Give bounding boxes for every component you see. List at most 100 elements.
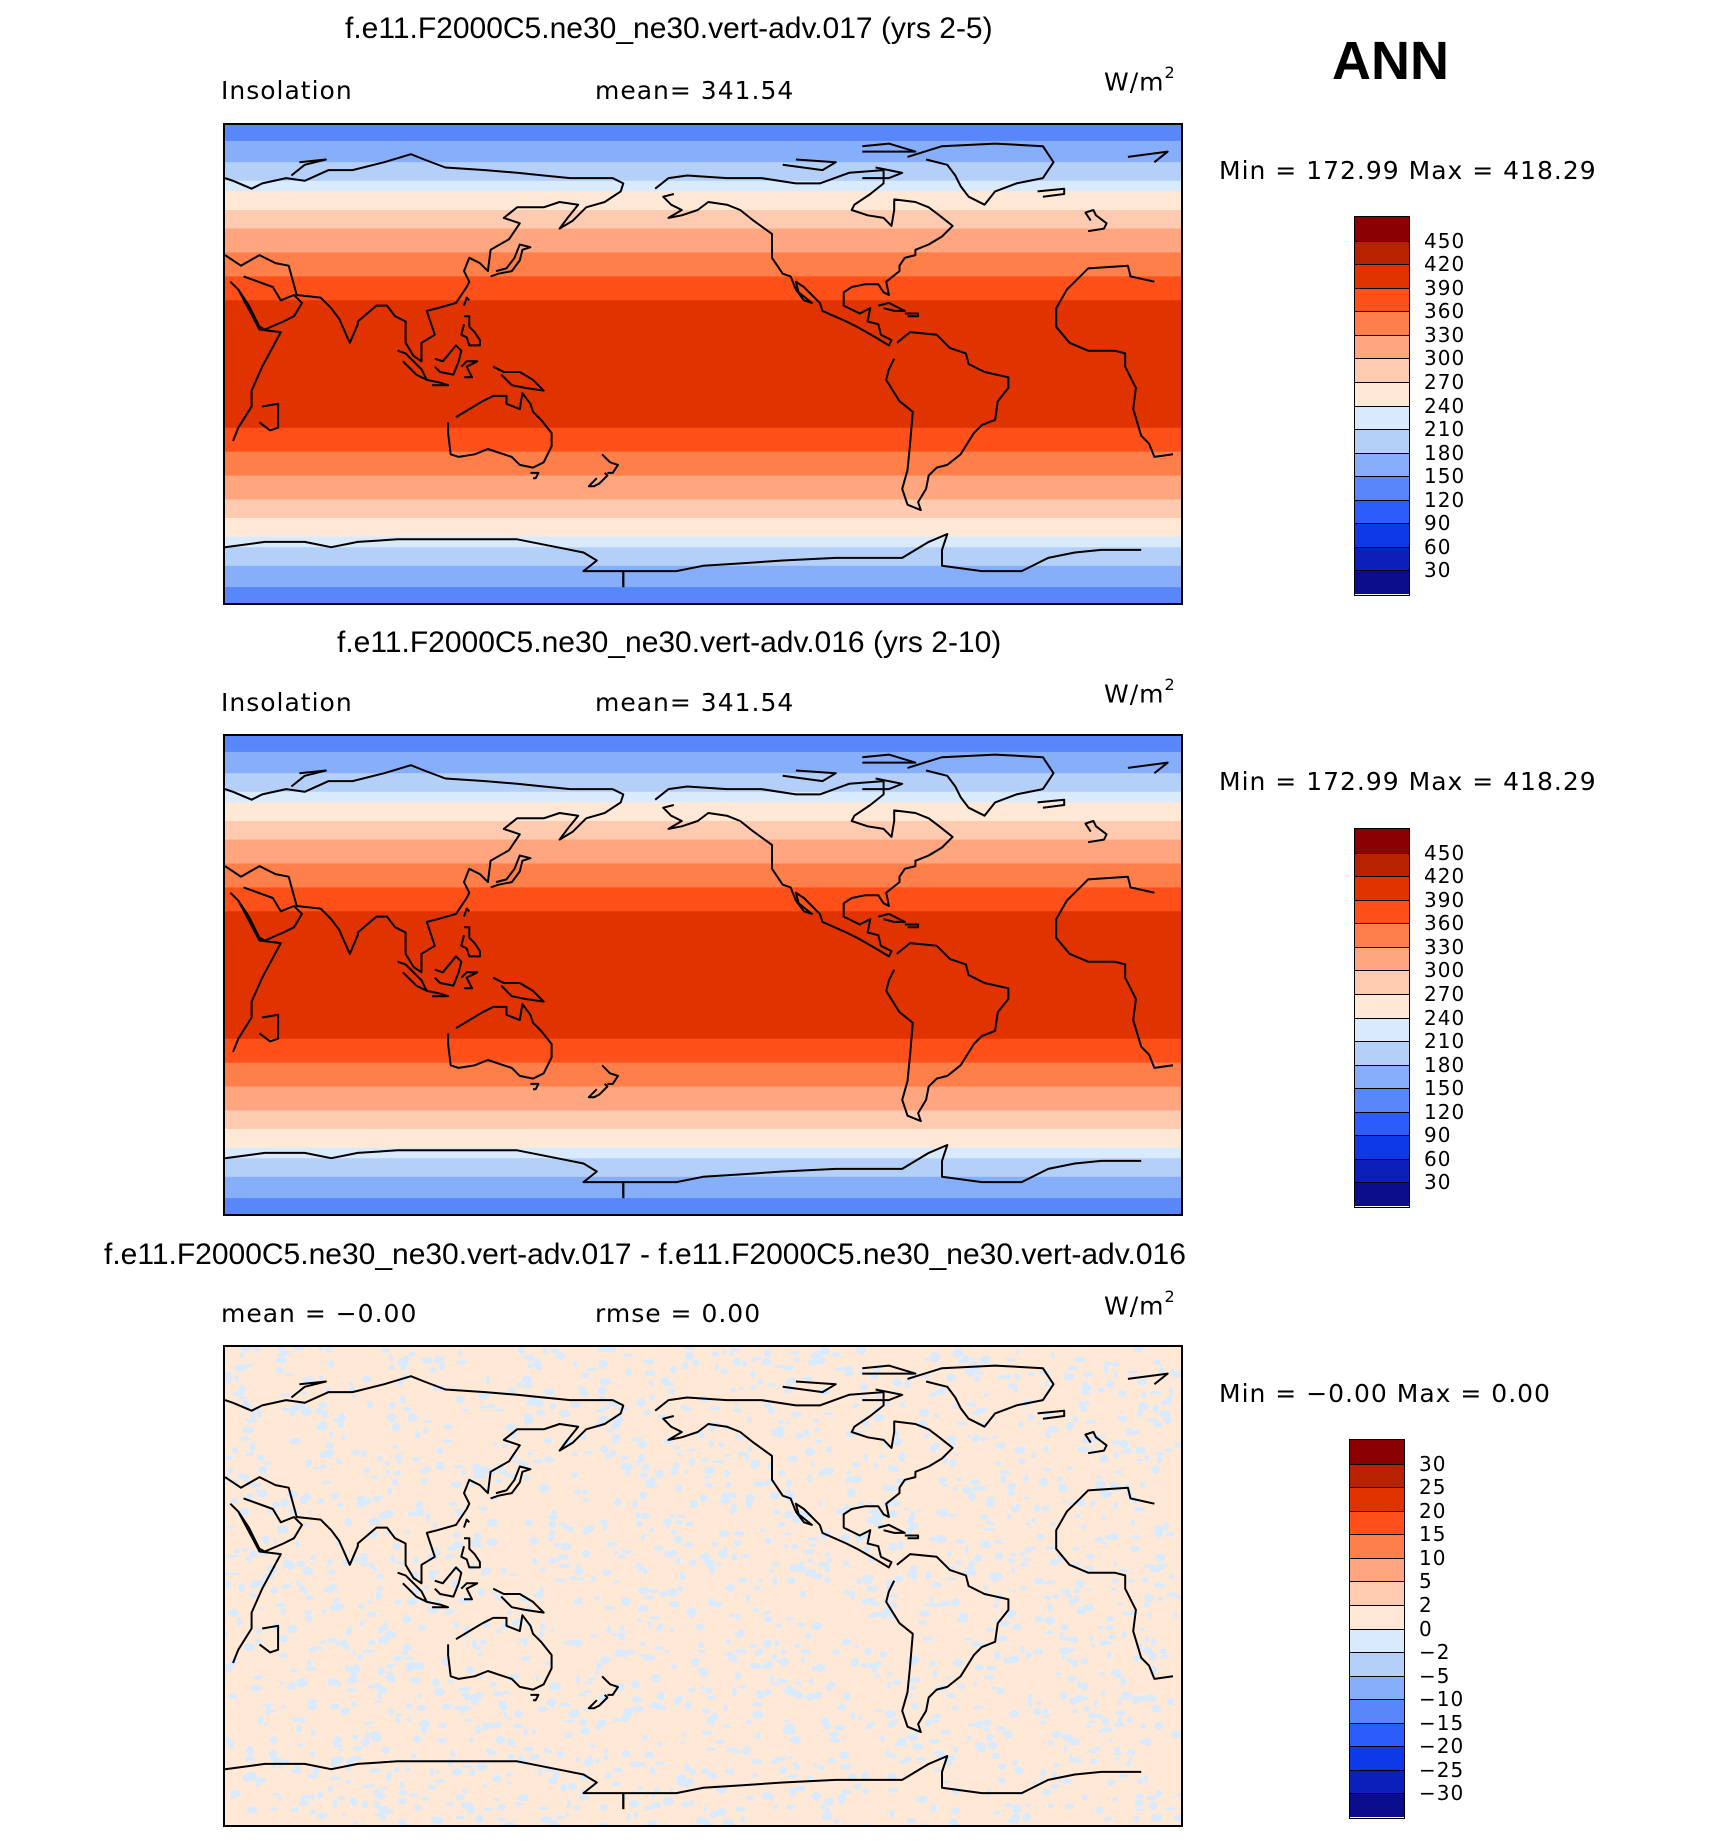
diff-speckle	[843, 1692, 851, 1702]
panel-3-minmax: Min = −0.00 Max = 0.00	[1219, 1379, 1551, 1408]
diff-speckle	[649, 1527, 655, 1533]
diff-speckle	[697, 1649, 706, 1654]
diff-speckle	[1067, 1502, 1072, 1506]
diff-speckle	[395, 1713, 402, 1717]
diff-speckle	[1045, 1430, 1051, 1439]
diff-speckle	[785, 1617, 795, 1621]
diff-speckle	[411, 1457, 421, 1462]
diff-speckle	[765, 1536, 772, 1545]
diff-speckle	[573, 1805, 581, 1810]
diff-speckle	[671, 1529, 677, 1535]
diff-speckle	[345, 1758, 354, 1766]
diff-speckle	[1030, 1546, 1037, 1550]
diff-speckle	[744, 1493, 755, 1503]
diff-speckle	[1041, 1505, 1050, 1512]
diff-speckle	[670, 1365, 677, 1374]
diff-speckle	[822, 1467, 834, 1476]
diff-speckle	[1127, 1370, 1139, 1374]
diff-speckle	[420, 1726, 428, 1734]
panel-3-units: W/m2	[1104, 1287, 1176, 1321]
diff-speckle	[790, 1735, 801, 1745]
diff-speckle	[644, 1370, 656, 1376]
diff-speckle	[318, 1347, 324, 1351]
diff-speckle	[670, 1468, 677, 1476]
diff-speckle	[308, 1751, 316, 1757]
coastline	[885, 1553, 1010, 1734]
diff-speckle	[1024, 1474, 1029, 1483]
colorbar-swatch	[1350, 1557, 1404, 1582]
panel-2-mean-label: mean= 341.54	[595, 688, 795, 717]
colorbar-label: 300	[1424, 346, 1466, 371]
diff-speckle	[495, 1408, 505, 1412]
diff-speckle	[375, 1591, 382, 1601]
diff-speckle	[1063, 1745, 1068, 1753]
diff-speckle	[502, 1470, 508, 1476]
diff-speckle	[1061, 1654, 1066, 1660]
contour-band	[225, 839, 1181, 864]
diff-speckle	[255, 1777, 267, 1784]
diff-speckle	[956, 1684, 966, 1690]
diff-speckle	[675, 1484, 683, 1492]
colorbar-label: 390	[1424, 275, 1466, 300]
contour-band	[225, 911, 1181, 1040]
diff-speckle	[859, 1395, 866, 1400]
diff-speckle	[340, 1708, 349, 1716]
diff-speckle	[1162, 1521, 1170, 1531]
diff-speckle	[1097, 1387, 1105, 1393]
panel-2-units: W/m2	[1104, 675, 1176, 709]
diff-speckle	[1005, 1358, 1017, 1362]
diff-speckle	[397, 1379, 404, 1386]
diff-speckle	[351, 1734, 359, 1740]
diff-speckle	[750, 1459, 761, 1467]
diff-speckle	[402, 1614, 412, 1624]
diff-speckle	[647, 1621, 652, 1628]
diff-speckle	[656, 1691, 666, 1701]
diff-speckle	[1025, 1651, 1032, 1659]
diff-speckle	[399, 1789, 408, 1796]
diff-speckle	[688, 1559, 697, 1567]
diff-speckle	[590, 1575, 597, 1582]
diff-speckle	[385, 1460, 390, 1467]
diff-speckle	[872, 1709, 884, 1713]
diff-speckle	[794, 1432, 804, 1439]
contour-band	[225, 1062, 1181, 1088]
diff-speckle	[757, 1378, 763, 1386]
diff-speckle	[433, 1546, 438, 1552]
diff-speckle	[232, 1392, 244, 1397]
diff-speckle	[662, 1796, 674, 1806]
diff-speckle	[352, 1650, 356, 1657]
diff-speckle	[1067, 1675, 1077, 1682]
diff-speckle	[402, 1406, 412, 1412]
diff-speckle	[320, 1480, 332, 1485]
diff-speckle	[495, 1628, 502, 1634]
diff-speckle	[420, 1796, 430, 1801]
diff-speckle	[328, 1584, 338, 1592]
contour-band	[225, 587, 1181, 603]
diff-speckle	[979, 1514, 989, 1520]
diff-speckle	[814, 1691, 823, 1699]
diff-speckle	[337, 1748, 344, 1752]
diff-speckle	[702, 1806, 708, 1811]
colorbar-swatch	[1355, 899, 1409, 924]
diff-speckle	[949, 1458, 957, 1467]
diff-speckle	[393, 1470, 402, 1476]
diff-speckle	[950, 1807, 961, 1815]
diff-speckle	[648, 1476, 656, 1485]
colorbar-label: −20	[1419, 1734, 1465, 1759]
diff-speckle	[399, 1781, 405, 1789]
diff-speckle	[841, 1638, 852, 1646]
diff-speckle	[725, 1639, 731, 1645]
diff-speckle	[228, 1572, 241, 1576]
coastline	[587, 1083, 609, 1099]
diff-speckle	[952, 1486, 958, 1491]
coastline	[654, 169, 954, 347]
diff-speckle	[824, 1797, 835, 1806]
diff-speckle	[800, 1590, 806, 1598]
diff-speckle	[889, 1809, 895, 1819]
diff-speckle	[535, 1409, 546, 1416]
diff-speckle	[1121, 1631, 1127, 1639]
diff-speckle	[769, 1794, 775, 1801]
coastline	[862, 142, 917, 153]
coastline	[862, 1388, 904, 1402]
diff-speckle	[1144, 1593, 1154, 1603]
